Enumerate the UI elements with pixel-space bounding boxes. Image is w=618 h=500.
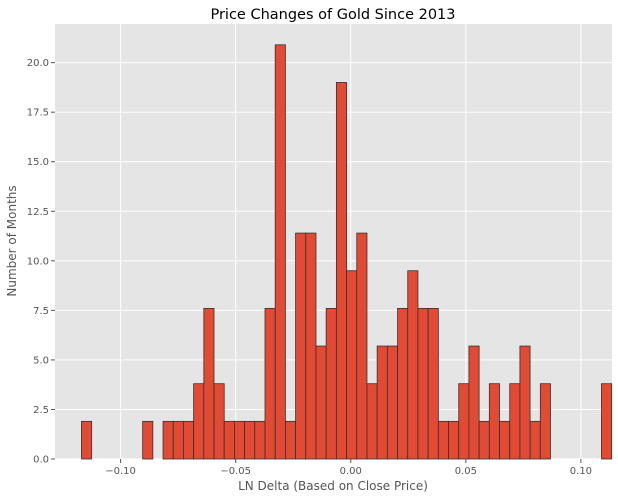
x-tick-label: −0.05 — [220, 466, 251, 477]
y-tick-label: 10.0 — [27, 256, 49, 267]
y-tick-label: 2.5 — [33, 405, 49, 416]
y-tick-label: 15.0 — [27, 157, 49, 168]
histogram-bar — [203, 307, 215, 460]
x-tick-label: 0.00 — [340, 466, 362, 477]
chart-title: Price Changes of Gold Since 2013 — [210, 7, 455, 23]
histogram-bar — [81, 420, 93, 460]
histogram-bar — [142, 420, 154, 460]
histogram-bar — [601, 383, 613, 460]
histogram-bar — [274, 44, 286, 460]
histogram-bar — [427, 307, 439, 460]
y-tick-label: 12.5 — [27, 207, 49, 218]
y-tick-label: 20.0 — [27, 58, 49, 69]
histogram-bar — [183, 420, 195, 460]
y-tick-label: 17.5 — [27, 108, 49, 119]
histogram-bar — [437, 420, 449, 460]
histogram-bar — [213, 383, 225, 460]
histogram-bar — [172, 420, 184, 460]
histogram-bar — [325, 307, 337, 460]
histogram-bar — [478, 420, 490, 460]
y-axis-title: Number of Months — [5, 185, 19, 296]
histogram-bar — [519, 345, 531, 460]
x-axis-ticks: −0.10 −0.05 0.00 0.05 0.10 — [105, 459, 592, 477]
histogram-bars — [81, 44, 613, 460]
x-tick-label: 0.10 — [570, 466, 592, 477]
histogram-bar — [356, 232, 368, 460]
histogram-bar — [234, 420, 246, 460]
histogram-bar — [193, 383, 205, 460]
histogram-bar — [458, 383, 470, 460]
histogram-bar — [448, 420, 460, 460]
histogram-bar — [509, 383, 521, 460]
histogram-bar — [346, 270, 358, 460]
x-tick-label: −0.10 — [105, 466, 136, 477]
histogram-bar — [529, 420, 541, 460]
histogram-bar — [295, 232, 307, 460]
histogram-bar — [315, 345, 327, 460]
histogram-bar — [284, 420, 296, 460]
y-tick-label: 5.0 — [33, 355, 49, 366]
histogram-bar — [366, 383, 378, 460]
x-axis-title: LN Delta (Based on Close Price) — [238, 479, 428, 493]
x-tick-label: 0.05 — [455, 466, 477, 477]
histogram-bar — [488, 383, 500, 460]
histogram-bar — [223, 420, 235, 460]
histogram-bar — [386, 345, 398, 460]
histogram-bar — [468, 345, 480, 460]
y-tick-label: 7.5 — [33, 306, 49, 317]
histogram-bar — [539, 383, 551, 460]
histogram-bar — [397, 307, 409, 460]
histogram-bar — [376, 345, 388, 460]
histogram-bar — [244, 420, 256, 460]
y-axis-ticks: 0.0 2.5 5.0 7.5 10.0 12.5 15.0 17.5 20.0 — [27, 58, 55, 466]
histogram-bar — [305, 232, 317, 460]
histogram-bar — [162, 420, 174, 460]
histogram-bar — [254, 420, 266, 460]
y-tick-label: 0.0 — [33, 455, 49, 466]
histogram-bar — [264, 307, 276, 460]
histogram-bar — [417, 307, 429, 460]
histogram-bar — [407, 270, 419, 460]
histogram-bar — [499, 420, 511, 460]
histogram-bar — [335, 82, 347, 460]
